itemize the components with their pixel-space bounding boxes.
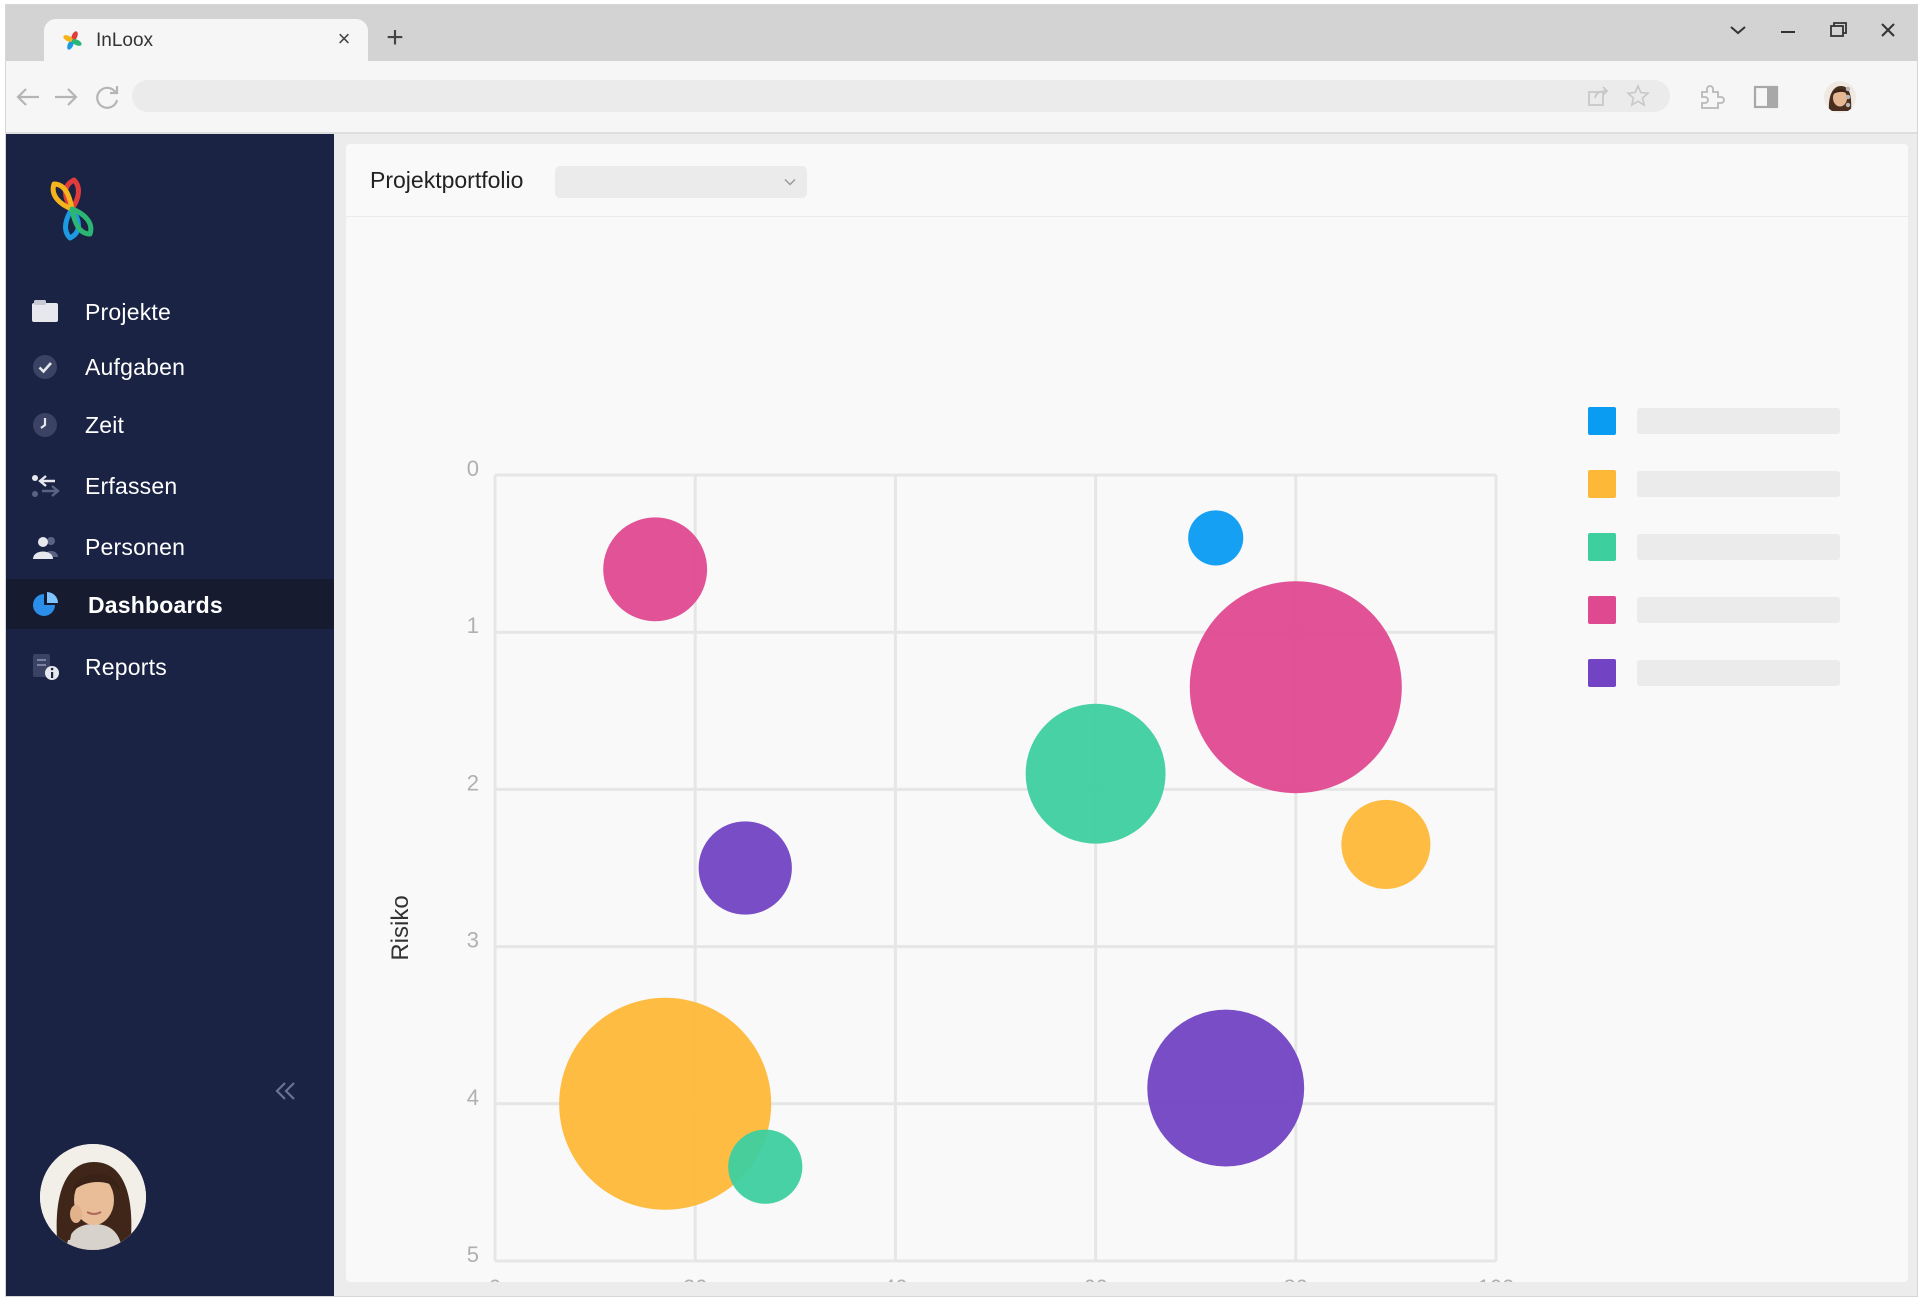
y-tick-label: 4 — [467, 1085, 479, 1110]
tab-search-chevron-icon[interactable] — [1720, 15, 1756, 45]
bubble-point — [1341, 799, 1431, 889]
portfolio-select[interactable] — [555, 166, 807, 198]
pie-chart-icon — [33, 592, 58, 616]
y-tick-label: 2 — [467, 770, 479, 795]
sidebar-item-label: Dashboards — [88, 592, 223, 618]
bubble-point — [559, 997, 772, 1210]
legend-swatch — [1588, 596, 1616, 624]
check-circle-icon — [33, 355, 57, 379]
close-window-icon[interactable] — [1870, 15, 1906, 45]
y-axis-label: Risiko — [387, 895, 414, 960]
x-tick-label: 100 — [1478, 1275, 1515, 1282]
browser-window: InLoox × + — [6, 5, 1917, 1296]
minimize-icon[interactable] — [1770, 15, 1806, 45]
x-tick-label: 20 — [683, 1275, 707, 1282]
bubble-point — [1025, 703, 1166, 844]
x-tick-label: 40 — [883, 1275, 907, 1282]
y-tick-label: 5 — [467, 1242, 479, 1267]
report-icon — [33, 654, 59, 680]
collapse-sidebar-icon[interactable] — [268, 1074, 302, 1108]
sidebar-item-label: Reports — [85, 654, 167, 680]
x-tick-label: 0 — [489, 1275, 501, 1282]
reload-icon[interactable] — [92, 81, 124, 113]
address-bar[interactable] — [132, 80, 1670, 112]
legend-swatch — [1588, 407, 1616, 435]
browser-tab[interactable]: InLoox × — [44, 19, 368, 61]
browser-toolbar — [6, 61, 1917, 133]
side-panel-icon[interactable] — [1750, 81, 1782, 113]
browser-menu-dots-icon[interactable] — [1832, 81, 1864, 113]
chevron-down-icon — [784, 178, 796, 186]
sidebar-item-label: Personen — [85, 534, 186, 560]
clock-icon — [33, 413, 57, 437]
app-sidebar: Projekte Aufgaben Zeit Erfassen — [6, 134, 334, 1296]
sidebar-item-personen[interactable]: Personen — [6, 521, 334, 571]
browser-profile-avatar[interactable] — [1824, 81, 1856, 113]
legend-label — [1637, 408, 1840, 434]
y-tick-label: 3 — [467, 928, 479, 953]
sidebar-item-label: Zeit — [85, 412, 125, 438]
legend-label — [1637, 471, 1840, 497]
sidebar-item-projekte[interactable]: Projekte — [6, 286, 334, 336]
forward-arrow-icon[interactable] — [50, 81, 82, 113]
bubble-point — [603, 517, 708, 622]
inloox-logo-icon[interactable] — [42, 174, 102, 244]
tab-strip: InLoox × + — [6, 5, 1917, 61]
people-icon — [33, 537, 58, 559]
sidebar-item-erfassen[interactable]: Erfassen — [6, 460, 334, 510]
toolbar-divider — [6, 132, 1917, 134]
sidebar-item-reports[interactable]: Reports — [6, 641, 334, 691]
tab-title: InLoox — [96, 30, 154, 51]
inloox-favicon-icon — [63, 31, 82, 50]
legend-swatch — [1588, 533, 1616, 561]
legend-swatch — [1588, 659, 1616, 687]
share-icon[interactable] — [1586, 84, 1610, 108]
bubble-point — [728, 1129, 803, 1204]
sidebar-item-label: Aufgaben — [85, 354, 186, 380]
legend-label — [1637, 597, 1840, 623]
bookmark-star-icon[interactable] — [1626, 84, 1650, 108]
sidebar-item-dashboards[interactable]: Dashboards — [6, 579, 334, 629]
bubble-point — [1147, 1009, 1305, 1167]
legend-swatch — [1588, 470, 1616, 498]
user-avatar[interactable] — [40, 1144, 146, 1250]
y-tick-label: 0 — [467, 456, 479, 481]
new-tab-button[interactable]: + — [386, 21, 404, 54]
bubble-chart: 020406080100012345WertRisiko — [387, 407, 1840, 1282]
page-title: Projektportfolio — [370, 167, 524, 193]
bubble-point — [1189, 581, 1402, 794]
legend-label — [1637, 534, 1840, 560]
folder-icon — [32, 300, 58, 322]
sidebar-item-label: Erfassen — [85, 473, 178, 499]
x-tick-label: 80 — [1284, 1275, 1308, 1282]
sidebar-item-aufgaben[interactable]: Aufgaben — [6, 341, 334, 391]
dashboard-content: Projektportfolio 020406080100012345WertR… — [346, 144, 1908, 1282]
sidebar-item-zeit[interactable]: Zeit — [6, 399, 334, 449]
restore-icon[interactable] — [1820, 15, 1856, 45]
y-tick-label: 1 — [467, 613, 479, 638]
bubble-point — [1188, 510, 1244, 566]
extensions-puzzle-icon[interactable] — [1696, 81, 1728, 113]
back-arrow-icon[interactable] — [12, 81, 44, 113]
bubble-point — [698, 821, 792, 915]
close-tab-icon[interactable]: × — [337, 26, 351, 51]
sidebar-item-label: Projekte — [85, 299, 171, 325]
capture-arrows-icon — [32, 475, 60, 497]
x-tick-label: 60 — [1083, 1275, 1107, 1282]
content-header: Projektportfolio — [346, 144, 1908, 217]
legend-label — [1637, 660, 1840, 686]
